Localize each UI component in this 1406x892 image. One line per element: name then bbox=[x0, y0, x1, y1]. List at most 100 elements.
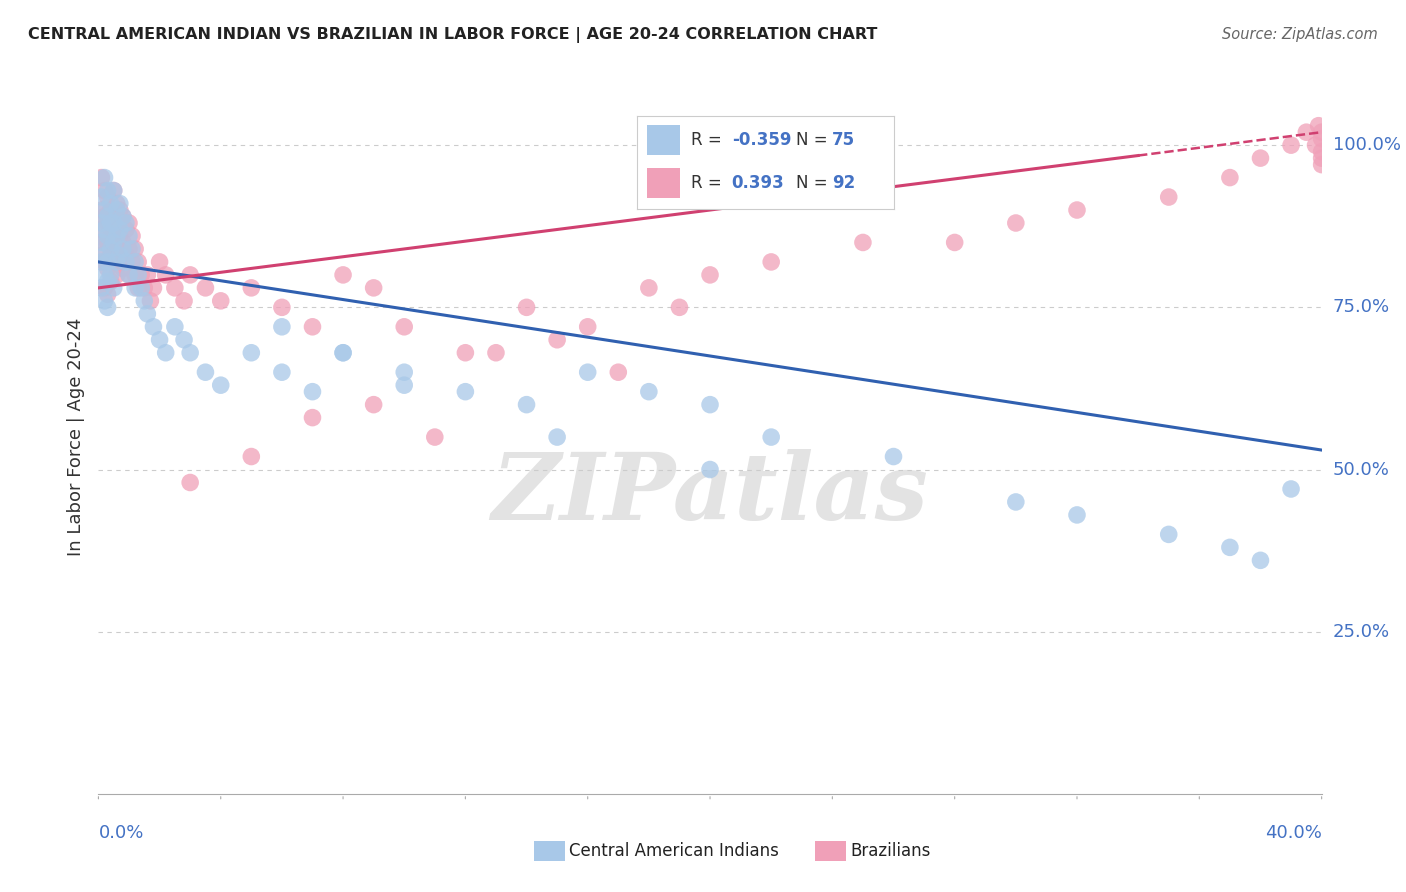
Point bbox=[1004, 495, 1026, 509]
Point bbox=[301, 384, 323, 399]
Point bbox=[1305, 138, 1327, 153]
Point bbox=[240, 345, 263, 359]
Point bbox=[134, 293, 156, 308]
Point bbox=[97, 184, 120, 198]
Point bbox=[149, 333, 172, 347]
Point bbox=[103, 184, 125, 198]
Point bbox=[139, 293, 162, 308]
Text: 0.0%: 0.0% bbox=[98, 824, 143, 842]
Point bbox=[1249, 553, 1271, 567]
Point bbox=[699, 462, 721, 476]
Point bbox=[124, 268, 146, 282]
Point bbox=[1219, 170, 1241, 185]
Point bbox=[516, 301, 538, 315]
Text: 75.0%: 75.0% bbox=[1333, 298, 1391, 317]
Point bbox=[332, 268, 354, 282]
Point bbox=[118, 229, 141, 244]
Point bbox=[173, 333, 195, 347]
Point bbox=[97, 261, 120, 276]
Point bbox=[136, 268, 159, 282]
Point bbox=[179, 475, 201, 490]
Point bbox=[546, 333, 568, 347]
Point bbox=[149, 255, 172, 269]
Point bbox=[270, 301, 292, 315]
Point bbox=[270, 319, 292, 334]
Point bbox=[194, 281, 217, 295]
Point bbox=[103, 216, 125, 230]
Point bbox=[240, 281, 263, 295]
Point bbox=[111, 210, 134, 224]
Point bbox=[134, 281, 156, 295]
Point bbox=[209, 293, 232, 308]
Point bbox=[852, 235, 875, 250]
Point bbox=[93, 202, 115, 217]
Point bbox=[108, 202, 131, 217]
Point bbox=[142, 319, 165, 334]
Text: 92: 92 bbox=[832, 174, 855, 192]
Point bbox=[1066, 202, 1088, 217]
Point bbox=[105, 202, 128, 217]
Point bbox=[103, 184, 125, 198]
Point bbox=[93, 255, 115, 269]
Point bbox=[90, 255, 112, 269]
Point bbox=[699, 268, 721, 282]
Point bbox=[90, 170, 112, 185]
Point bbox=[301, 319, 323, 334]
Point bbox=[1310, 151, 1333, 165]
Point bbox=[136, 307, 159, 321]
Text: Central American Indians: Central American Indians bbox=[569, 842, 779, 860]
Point bbox=[90, 248, 112, 262]
Point bbox=[485, 345, 508, 359]
Point bbox=[240, 450, 263, 464]
Point bbox=[97, 274, 120, 288]
Point bbox=[90, 216, 112, 230]
Point bbox=[100, 202, 122, 217]
Point bbox=[100, 248, 122, 262]
Point bbox=[93, 281, 115, 295]
Point bbox=[108, 255, 131, 269]
Point bbox=[392, 378, 416, 392]
Point bbox=[103, 281, 125, 295]
Point bbox=[209, 378, 232, 392]
Point bbox=[111, 242, 134, 256]
FancyBboxPatch shape bbox=[647, 125, 681, 155]
Point bbox=[1310, 145, 1333, 159]
Point bbox=[127, 268, 149, 282]
Point bbox=[103, 235, 125, 250]
Point bbox=[90, 202, 112, 217]
Point bbox=[1310, 125, 1333, 139]
Point bbox=[118, 268, 141, 282]
Point bbox=[97, 235, 120, 250]
FancyBboxPatch shape bbox=[647, 168, 681, 198]
Point bbox=[332, 345, 354, 359]
Point bbox=[1279, 482, 1302, 496]
Point bbox=[332, 345, 354, 359]
Point bbox=[1310, 131, 1333, 145]
Text: Source: ZipAtlas.com: Source: ZipAtlas.com bbox=[1222, 27, 1378, 42]
Point bbox=[546, 430, 568, 444]
Point bbox=[93, 235, 115, 250]
Point bbox=[105, 268, 128, 282]
Point bbox=[105, 196, 128, 211]
Point bbox=[173, 293, 195, 308]
Point bbox=[121, 242, 143, 256]
Point bbox=[1308, 119, 1330, 133]
Point bbox=[1066, 508, 1088, 522]
Point bbox=[97, 287, 120, 301]
Point bbox=[105, 229, 128, 244]
Point bbox=[423, 430, 446, 444]
Point bbox=[1295, 125, 1317, 139]
Point bbox=[454, 345, 477, 359]
Point bbox=[105, 222, 128, 236]
Point bbox=[516, 398, 538, 412]
Text: -0.359: -0.359 bbox=[731, 131, 792, 149]
Point bbox=[115, 222, 138, 236]
Point bbox=[90, 190, 112, 204]
Text: N =: N = bbox=[796, 174, 832, 192]
Point bbox=[93, 293, 115, 308]
Point bbox=[121, 229, 143, 244]
Point bbox=[1157, 527, 1180, 541]
Point bbox=[115, 216, 138, 230]
Text: 25.0%: 25.0% bbox=[1333, 623, 1391, 640]
Point bbox=[97, 190, 120, 204]
